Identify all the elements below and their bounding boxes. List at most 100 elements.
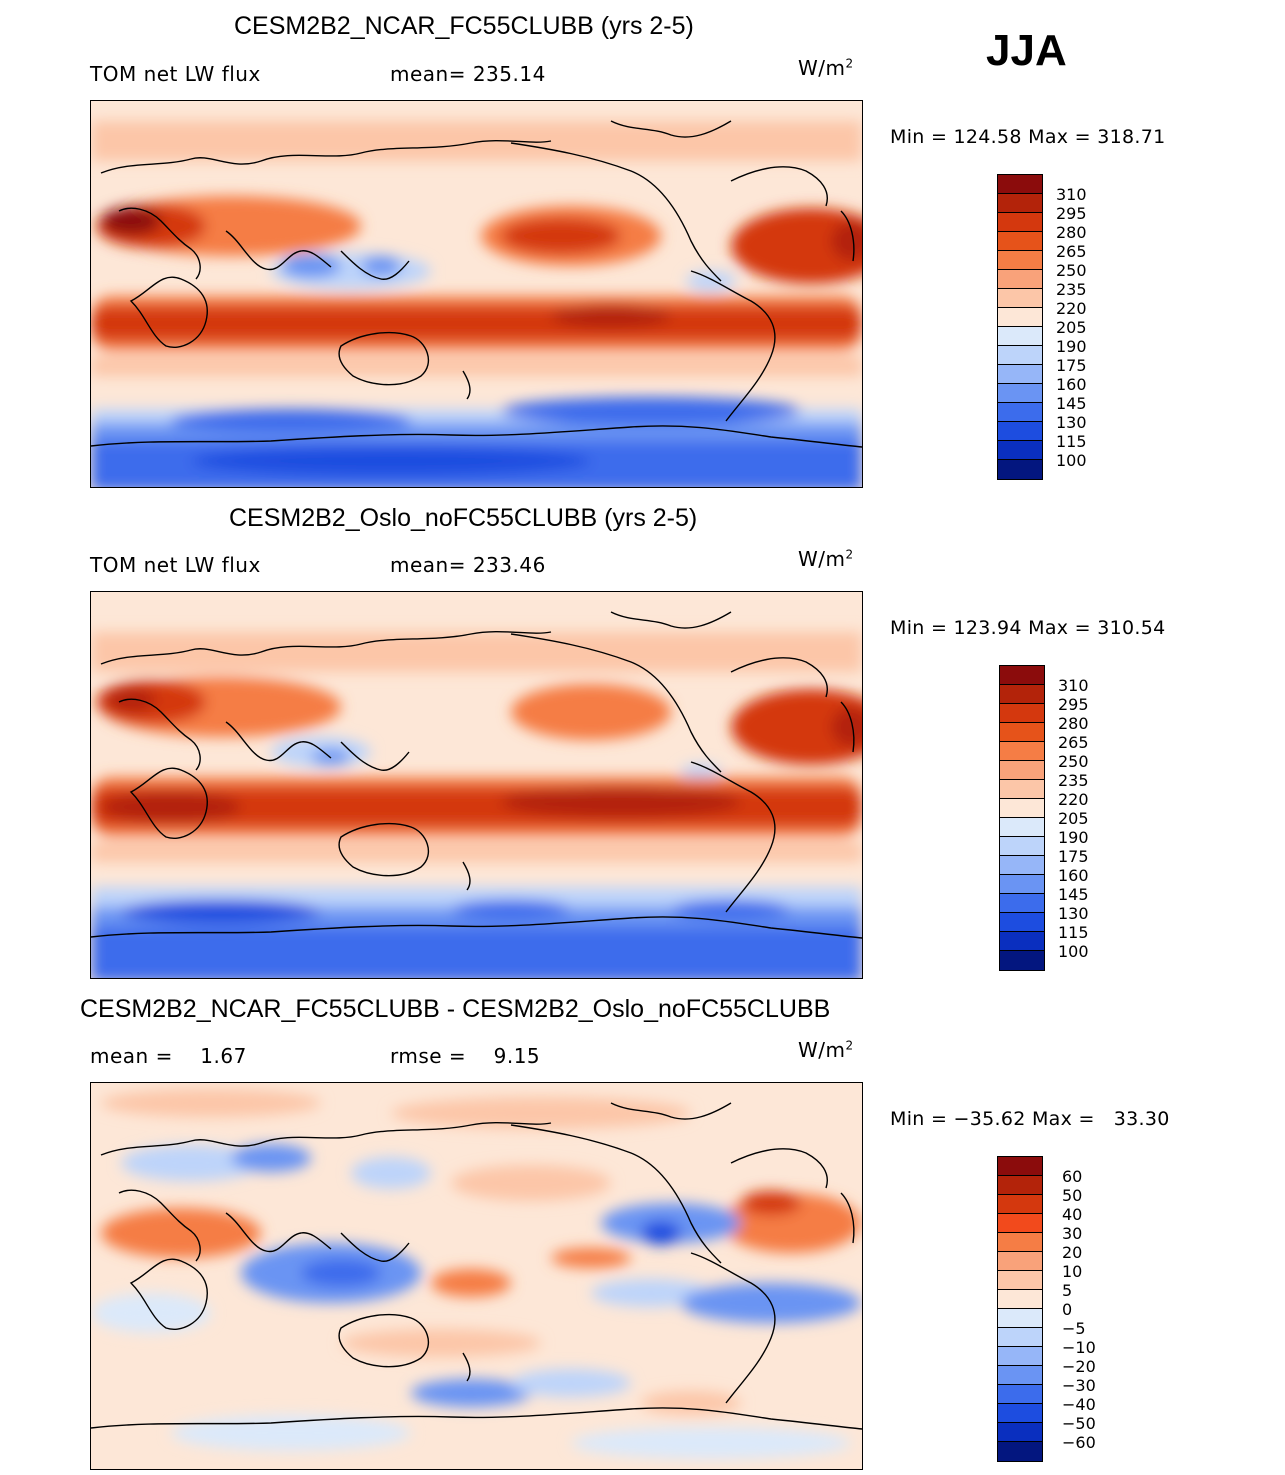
colorbar-cell xyxy=(998,1366,1042,1385)
colorbar-cell xyxy=(998,1252,1042,1271)
colorbar-cell xyxy=(998,213,1042,232)
colorbar-tick-label: 280 xyxy=(1056,223,1087,242)
colorbar-cell xyxy=(998,1290,1042,1309)
colorbar-tick-label: 235 xyxy=(1058,771,1089,790)
panel3-minmax: Min = −35.62 Max = 33.30 xyxy=(890,1108,1170,1130)
colorbar-tick-label: 115 xyxy=(1056,432,1087,451)
colorbar-cell xyxy=(1000,951,1044,970)
colorbar-cell xyxy=(998,1176,1042,1195)
panel3-map xyxy=(90,1082,863,1470)
colorbar-tick-label: 100 xyxy=(1056,451,1087,470)
panel1-colorbar xyxy=(997,174,1043,480)
colorbar-tick-label: 145 xyxy=(1058,885,1089,904)
panel2-colorbar xyxy=(999,665,1045,971)
panel3-left-label: mean = 1.67 xyxy=(90,1044,247,1068)
panel1-map xyxy=(90,100,863,488)
colorbar-cell xyxy=(1000,875,1044,894)
colorbar-cell xyxy=(998,1404,1042,1423)
colorbar-tick-label: 145 xyxy=(1056,394,1087,413)
colorbar-cell xyxy=(998,346,1042,365)
colorbar-tick-label: 20 xyxy=(1062,1243,1083,1262)
colorbar-cell xyxy=(1000,913,1044,932)
colorbar-cell xyxy=(998,308,1042,327)
colorbar-cell xyxy=(998,1195,1042,1214)
colorbar-tick-label: −50 xyxy=(1062,1414,1096,1433)
colorbar-cell xyxy=(998,289,1042,308)
colorbar-tick-label: 50 xyxy=(1062,1186,1083,1205)
colorbar-cell xyxy=(998,175,1042,194)
colorbar-cell xyxy=(1000,780,1044,799)
colorbar-tick-label: 190 xyxy=(1058,828,1089,847)
colorbar-cell xyxy=(998,441,1042,460)
colorbar-tick-label: 265 xyxy=(1058,733,1089,752)
colorbar-cell xyxy=(1000,818,1044,837)
panel1-left-label: TOM net LW flux xyxy=(90,62,261,86)
colorbar-tick-label: 310 xyxy=(1058,676,1089,695)
colorbar-cell xyxy=(998,1347,1042,1366)
colorbar-tick-label: −60 xyxy=(1062,1433,1096,1452)
colorbar-cell xyxy=(1000,856,1044,875)
colorbar-cell xyxy=(998,1442,1042,1461)
panel2-map-svg xyxy=(91,592,862,978)
colorbar-tick-label: 60 xyxy=(1062,1167,1083,1186)
colorbar-cell xyxy=(998,403,1042,422)
panel3-units: W/m2 xyxy=(798,1038,854,1062)
colorbar-tick-label: 10 xyxy=(1062,1262,1083,1281)
panel3-map-svg xyxy=(91,1083,862,1469)
colorbar-cell xyxy=(1000,742,1044,761)
panel3-colorbar xyxy=(997,1156,1043,1462)
panel2-map xyxy=(90,591,863,979)
colorbar-tick-label: −40 xyxy=(1062,1395,1096,1414)
colorbar-tick-label: 220 xyxy=(1056,299,1087,318)
colorbar-cell xyxy=(1000,932,1044,951)
colorbar-cell xyxy=(998,194,1042,213)
colorbar-cell xyxy=(998,251,1042,270)
colorbar-tick-label: 130 xyxy=(1056,413,1087,432)
colorbar-tick-label: −20 xyxy=(1062,1357,1096,1376)
colorbar-cell xyxy=(998,1157,1042,1176)
panel1-minmax: Min = 124.58 Max = 318.71 xyxy=(890,126,1166,148)
colorbar-cell xyxy=(998,1385,1042,1404)
colorbar-cell xyxy=(998,1328,1042,1347)
colorbar-cell xyxy=(998,365,1042,384)
colorbar-tick-label: 190 xyxy=(1056,337,1087,356)
panel2-units: W/m2 xyxy=(798,547,854,571)
colorbar-cell xyxy=(998,1271,1042,1290)
colorbar-tick-label: 265 xyxy=(1056,242,1087,261)
panel2-left-label: TOM net LW flux xyxy=(90,553,261,577)
colorbar-tick-label: 175 xyxy=(1056,356,1087,375)
colorbar-cell xyxy=(1000,666,1044,685)
colorbar-tick-label: 5 xyxy=(1062,1281,1073,1300)
colorbar-tick-label: 295 xyxy=(1056,204,1087,223)
colorbar-tick-label: 30 xyxy=(1062,1224,1083,1243)
panel2-right-label: mean= 233.46 xyxy=(390,553,546,577)
panel1-right-label: mean= 235.14 xyxy=(390,62,546,86)
colorbar-tick-label: −10 xyxy=(1062,1338,1096,1357)
colorbar-tick-label: 205 xyxy=(1058,809,1089,828)
colorbar-cell xyxy=(1000,799,1044,818)
colorbar-cell xyxy=(1000,894,1044,913)
colorbar-tick-label: 115 xyxy=(1058,923,1089,942)
colorbar-cell xyxy=(998,422,1042,441)
colorbar-cell xyxy=(998,327,1042,346)
colorbar-cell xyxy=(998,384,1042,403)
colorbar-cell xyxy=(998,270,1042,289)
colorbar-cell xyxy=(1000,723,1044,742)
colorbar-cell xyxy=(1000,685,1044,704)
colorbar-tick-label: 250 xyxy=(1058,752,1089,771)
colorbar-tick-label: 175 xyxy=(1058,847,1089,866)
colorbar-tick-label: 205 xyxy=(1056,318,1087,337)
colorbar-tick-label: 280 xyxy=(1058,714,1089,733)
colorbar-tick-label: 250 xyxy=(1056,261,1087,280)
colorbar-tick-label: 160 xyxy=(1056,375,1087,394)
colorbar-tick-label: 295 xyxy=(1058,695,1089,714)
colorbar-cell xyxy=(998,1423,1042,1442)
colorbar-tick-label: 100 xyxy=(1058,942,1089,961)
colorbar-tick-label: 310 xyxy=(1056,185,1087,204)
colorbar-cell xyxy=(998,460,1042,479)
panel2-title: CESM2B2_Oslo_noFC55CLUBB (yrs 2-5) xyxy=(229,504,698,532)
colorbar-tick-label: 235 xyxy=(1056,280,1087,299)
colorbar-tick-label: 160 xyxy=(1058,866,1089,885)
colorbar-cell xyxy=(998,232,1042,251)
colorbar-tick-label: 40 xyxy=(1062,1205,1083,1224)
